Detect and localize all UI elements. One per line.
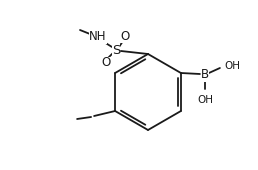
Text: S: S — [112, 44, 120, 56]
Text: OH: OH — [224, 61, 240, 71]
Text: O: O — [101, 56, 111, 70]
Text: OH: OH — [197, 95, 213, 105]
Text: O: O — [120, 30, 130, 42]
Text: NH: NH — [89, 30, 107, 44]
Text: B: B — [201, 69, 209, 81]
